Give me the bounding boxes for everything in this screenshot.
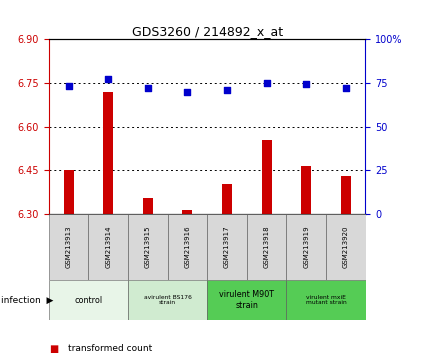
Point — [303, 82, 309, 87]
Text: transformed count: transformed count — [68, 344, 152, 353]
Text: avirulent BS176
strain: avirulent BS176 strain — [144, 295, 192, 306]
Bar — [88, 214, 128, 280]
Bar — [49, 214, 88, 280]
Bar — [207, 280, 286, 320]
Bar — [207, 214, 247, 280]
Bar — [326, 214, 366, 280]
Bar — [222, 183, 232, 214]
Bar — [286, 280, 366, 320]
Text: GSM213918: GSM213918 — [264, 225, 269, 268]
Text: control: control — [74, 296, 102, 304]
Text: virulent mxiE
mutant strain: virulent mxiE mutant strain — [306, 295, 346, 306]
Text: ■: ■ — [49, 344, 58, 354]
Point — [263, 80, 270, 86]
Point — [105, 76, 112, 82]
Point — [65, 84, 72, 89]
Bar — [341, 176, 351, 214]
Text: GSM213916: GSM213916 — [184, 225, 190, 268]
Point — [144, 85, 151, 91]
Bar — [182, 210, 193, 214]
Bar — [143, 198, 153, 214]
Bar — [167, 214, 207, 280]
Bar — [301, 166, 311, 214]
Title: GDS3260 / 214892_x_at: GDS3260 / 214892_x_at — [132, 25, 283, 38]
Text: GSM213920: GSM213920 — [343, 225, 348, 268]
Bar — [128, 214, 167, 280]
Text: infection  ▶: infection ▶ — [1, 296, 53, 304]
Bar — [103, 92, 113, 214]
Bar — [247, 214, 286, 280]
Bar — [64, 170, 74, 214]
Bar — [128, 280, 207, 320]
Bar — [286, 214, 326, 280]
Text: virulent M90T
strain: virulent M90T strain — [219, 290, 274, 310]
Bar — [49, 280, 128, 320]
Point — [224, 87, 230, 93]
Text: GSM213915: GSM213915 — [145, 225, 151, 268]
Point — [184, 89, 191, 95]
Text: GSM213917: GSM213917 — [224, 225, 230, 268]
Text: GSM213914: GSM213914 — [105, 225, 111, 268]
Text: GSM213919: GSM213919 — [303, 225, 309, 268]
Point — [342, 85, 349, 91]
Bar — [262, 140, 272, 214]
Text: GSM213913: GSM213913 — [66, 225, 72, 268]
